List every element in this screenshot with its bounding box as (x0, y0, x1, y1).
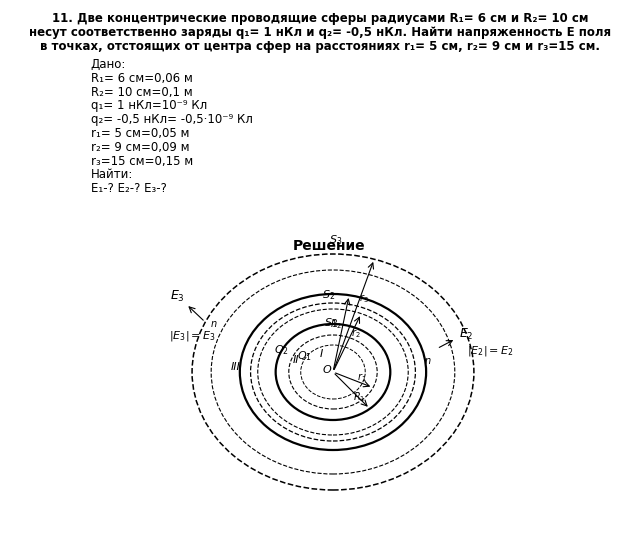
Text: Решение: Решение (292, 239, 365, 253)
Text: $E_3$: $E_3$ (170, 289, 185, 304)
Text: Найти:: Найти: (91, 168, 133, 182)
Text: III: III (230, 362, 240, 372)
Text: I: I (319, 349, 323, 359)
Text: в точках, отстоящих от центра сфер на расстояниях r₁= 5 см, r₂= 9 см и r₃=15 см.: в точках, отстоящих от центра сфер на ра… (40, 40, 600, 53)
Text: 11. Две концентрические проводящие сферы радиусами R₁= 6 см и R₂= 10 см: 11. Две концентрические проводящие сферы… (52, 12, 588, 25)
Text: n: n (425, 356, 431, 366)
Text: $R_1$: $R_1$ (353, 390, 365, 404)
Text: Дано:: Дано: (91, 58, 126, 71)
Text: R₂= 10 см=0,1 м: R₂= 10 см=0,1 м (91, 85, 193, 98)
Text: $Q_2$: $Q_2$ (275, 343, 289, 357)
Text: $r_2$: $r_2$ (351, 328, 360, 340)
Text: q₂= -0,5 нКл= -0,5·10⁻⁹ Кл: q₂= -0,5 нКл= -0,5·10⁻⁹ Кл (91, 113, 253, 126)
Text: n: n (211, 319, 217, 329)
Text: q₁= 1 нКл=10⁻⁹ Кл: q₁= 1 нКл=10⁻⁹ Кл (91, 100, 207, 112)
Text: $R_2$: $R_2$ (330, 317, 343, 331)
Text: r₁= 5 см=0,05 м: r₁= 5 см=0,05 м (91, 127, 189, 140)
Text: R₁= 6 см=0,06 м: R₁= 6 см=0,06 м (91, 72, 193, 85)
Text: $S_2$: $S_2$ (322, 288, 335, 302)
Text: O: O (323, 365, 332, 375)
Text: $|E_3| = E_3$: $|E_3| = E_3$ (169, 329, 216, 343)
Text: $Q_1$: $Q_1$ (297, 349, 312, 363)
Text: $|E_2| = E_2$: $|E_2| = E_2$ (467, 344, 514, 358)
Text: несут соответственно заряды q₁= 1 нКл и q₂= -0,5 нКл. Найти напряженность Е поля: несут соответственно заряды q₁= 1 нКл и … (29, 26, 611, 39)
Text: r₃=15 см=0,15 м: r₃=15 см=0,15 м (91, 155, 193, 167)
Text: $S_3$: $S_3$ (329, 233, 342, 247)
Text: $E_2$: $E_2$ (459, 327, 474, 342)
Text: II: II (292, 355, 299, 365)
Text: $r_1$: $r_1$ (357, 371, 367, 383)
Text: E₁-? E₂-? E₃-?: E₁-? E₂-? E₃-? (91, 182, 166, 195)
Text: $r_3$: $r_3$ (359, 292, 369, 305)
Text: $S_1$: $S_1$ (324, 316, 337, 330)
Text: r₂= 9 см=0,09 м: r₂= 9 см=0,09 м (91, 141, 189, 154)
